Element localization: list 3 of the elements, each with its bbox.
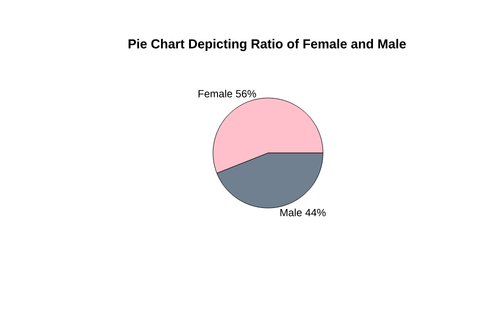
- chart-title: Pie Chart Depicting Ratio of Female and Male: [128, 38, 406, 52]
- slice-label: Male 44%: [280, 208, 326, 216]
- slice-label: Female 56%: [198, 90, 256, 98]
